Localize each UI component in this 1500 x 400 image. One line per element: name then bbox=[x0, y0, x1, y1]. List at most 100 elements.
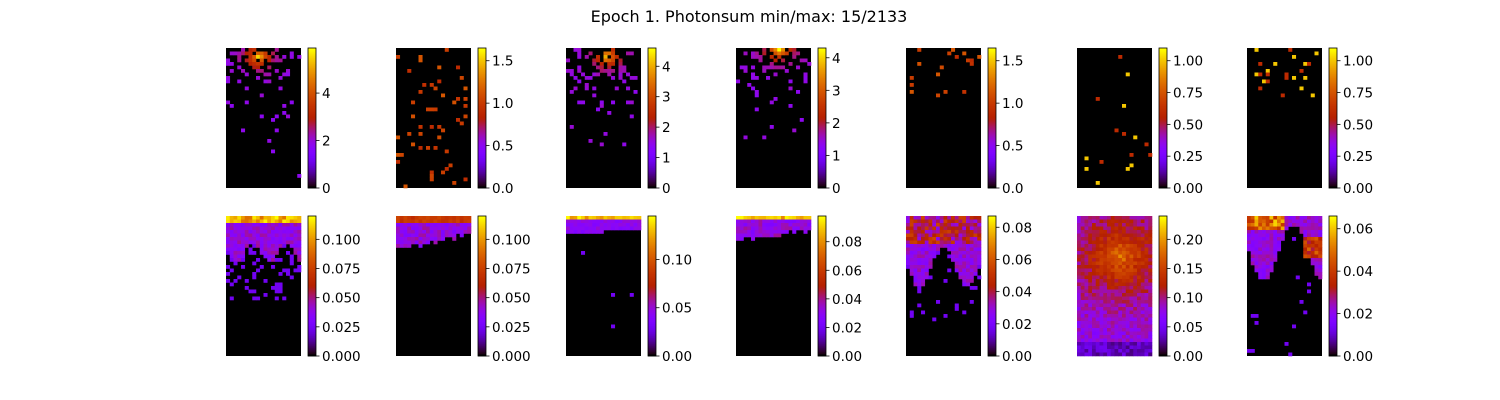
heatmap-cell bbox=[448, 216, 453, 220]
heatmap-cell bbox=[1118, 251, 1123, 255]
colorbar-segment bbox=[988, 186, 996, 189]
heatmap-cell bbox=[1292, 223, 1297, 227]
heatmap-cell bbox=[229, 237, 234, 241]
heatmap-cell bbox=[248, 62, 253, 66]
heatmap-cell bbox=[1077, 342, 1082, 346]
colorbar-segment bbox=[478, 116, 486, 119]
colorbar-segment bbox=[1329, 112, 1337, 115]
heatmap-cell bbox=[954, 237, 959, 241]
heatmap-cell bbox=[1133, 282, 1138, 287]
heatmap-cell bbox=[411, 237, 416, 241]
colorbar-segment bbox=[818, 102, 826, 105]
heatmap-cell bbox=[577, 226, 582, 231]
heatmap-cell bbox=[1103, 300, 1108, 304]
heatmap-cell bbox=[274, 223, 279, 227]
heatmap-cell bbox=[943, 216, 948, 220]
heatmap-cell bbox=[1148, 233, 1153, 238]
heatmap-cell bbox=[1080, 300, 1085, 304]
heatmap-cell bbox=[252, 58, 257, 63]
heatmap-cell bbox=[569, 72, 574, 77]
heatmap-cell bbox=[1080, 321, 1085, 325]
heatmap-cell bbox=[788, 223, 793, 227]
heatmap-cell bbox=[1077, 233, 1082, 238]
heatmap-cell bbox=[396, 216, 401, 220]
heatmap-cell bbox=[1277, 223, 1282, 227]
heatmap-cell bbox=[256, 216, 261, 220]
heatmap-cell bbox=[1247, 216, 1252, 220]
colorbar-segment bbox=[308, 306, 316, 309]
heatmap-cell bbox=[267, 247, 272, 252]
heatmap-cell bbox=[1144, 142, 1149, 147]
heatmap-cell bbox=[252, 296, 257, 301]
heatmap-cell bbox=[1114, 317, 1119, 322]
heatmap-cell bbox=[429, 125, 434, 129]
heatmap-cell bbox=[947, 51, 952, 56]
heatmap-cell bbox=[1129, 286, 1134, 290]
heatmap-cell bbox=[1137, 321, 1142, 325]
heatmap-cell bbox=[1254, 216, 1259, 220]
heatmap-cell bbox=[1103, 237, 1108, 241]
heatmap-cell bbox=[906, 244, 911, 248]
heatmap-cell bbox=[592, 216, 597, 220]
heatmap-cell bbox=[1122, 321, 1127, 325]
heatmap-cell bbox=[1092, 233, 1097, 238]
heatmap-cell bbox=[626, 219, 631, 224]
colorbar-segment bbox=[478, 338, 486, 341]
heatmap-cell bbox=[259, 247, 264, 252]
colorbar-segment bbox=[988, 292, 996, 295]
heatmap-cell bbox=[282, 240, 287, 245]
heatmap-cell bbox=[267, 216, 272, 220]
heatmap-cell bbox=[781, 223, 786, 227]
heatmap-cell bbox=[1118, 237, 1123, 241]
colorbar-segment bbox=[818, 288, 826, 291]
heatmap-cell bbox=[1107, 258, 1112, 262]
heatmap-cell bbox=[1144, 275, 1149, 280]
heatmap-cell bbox=[618, 223, 623, 227]
colorbar-segment bbox=[478, 260, 486, 263]
heatmap-cell bbox=[936, 300, 941, 304]
heatmap-cell bbox=[1284, 226, 1289, 231]
colorbar-segment bbox=[648, 100, 656, 103]
colorbar-segment bbox=[478, 104, 486, 107]
heatmap-cell bbox=[781, 230, 786, 234]
heatmap-cell bbox=[777, 51, 782, 56]
colorbar-segment bbox=[308, 94, 316, 97]
colorbar-segment bbox=[648, 150, 656, 153]
heatmap-cell bbox=[259, 240, 264, 245]
colorbar-segment bbox=[818, 184, 826, 187]
heatmap-cell bbox=[256, 233, 261, 238]
colorbar-segment bbox=[1159, 54, 1167, 57]
heatmap-cell bbox=[1092, 237, 1097, 241]
heatmap-cell bbox=[1250, 251, 1255, 255]
heatmap-cell bbox=[297, 219, 302, 224]
heatmap-cell bbox=[958, 275, 963, 280]
heatmap-cell bbox=[237, 233, 242, 238]
heatmap-cell bbox=[947, 216, 952, 220]
heatmap-cell bbox=[1103, 275, 1108, 280]
colorbar-segment bbox=[478, 122, 486, 125]
heatmap-cell bbox=[289, 223, 294, 227]
heatmap-cell bbox=[1088, 216, 1093, 220]
colorbar-segment bbox=[1159, 108, 1167, 111]
heatmap-cell bbox=[248, 223, 253, 227]
heatmap-cell bbox=[282, 226, 287, 231]
heatmap-cell bbox=[1262, 261, 1267, 266]
heatmap-cell bbox=[951, 251, 956, 255]
colorbar-segment bbox=[648, 330, 656, 333]
heatmap-cell bbox=[1080, 296, 1085, 301]
heatmap-cell bbox=[736, 237, 741, 241]
heatmap-cell bbox=[1277, 226, 1282, 231]
heatmap-cell bbox=[274, 233, 279, 238]
heatmap-cell bbox=[289, 55, 294, 59]
heatmap-cell bbox=[1107, 226, 1112, 231]
colorbar-tick-label: 3 bbox=[832, 83, 841, 99]
colorbar-segment bbox=[988, 338, 996, 341]
heatmap-cell bbox=[293, 251, 298, 255]
heatmap-cell bbox=[1258, 237, 1263, 241]
heatmap-cell bbox=[954, 254, 959, 259]
heatmap-cell bbox=[1144, 321, 1149, 325]
heatmap-cell bbox=[1307, 233, 1312, 238]
heatmap-cell bbox=[233, 247, 238, 252]
